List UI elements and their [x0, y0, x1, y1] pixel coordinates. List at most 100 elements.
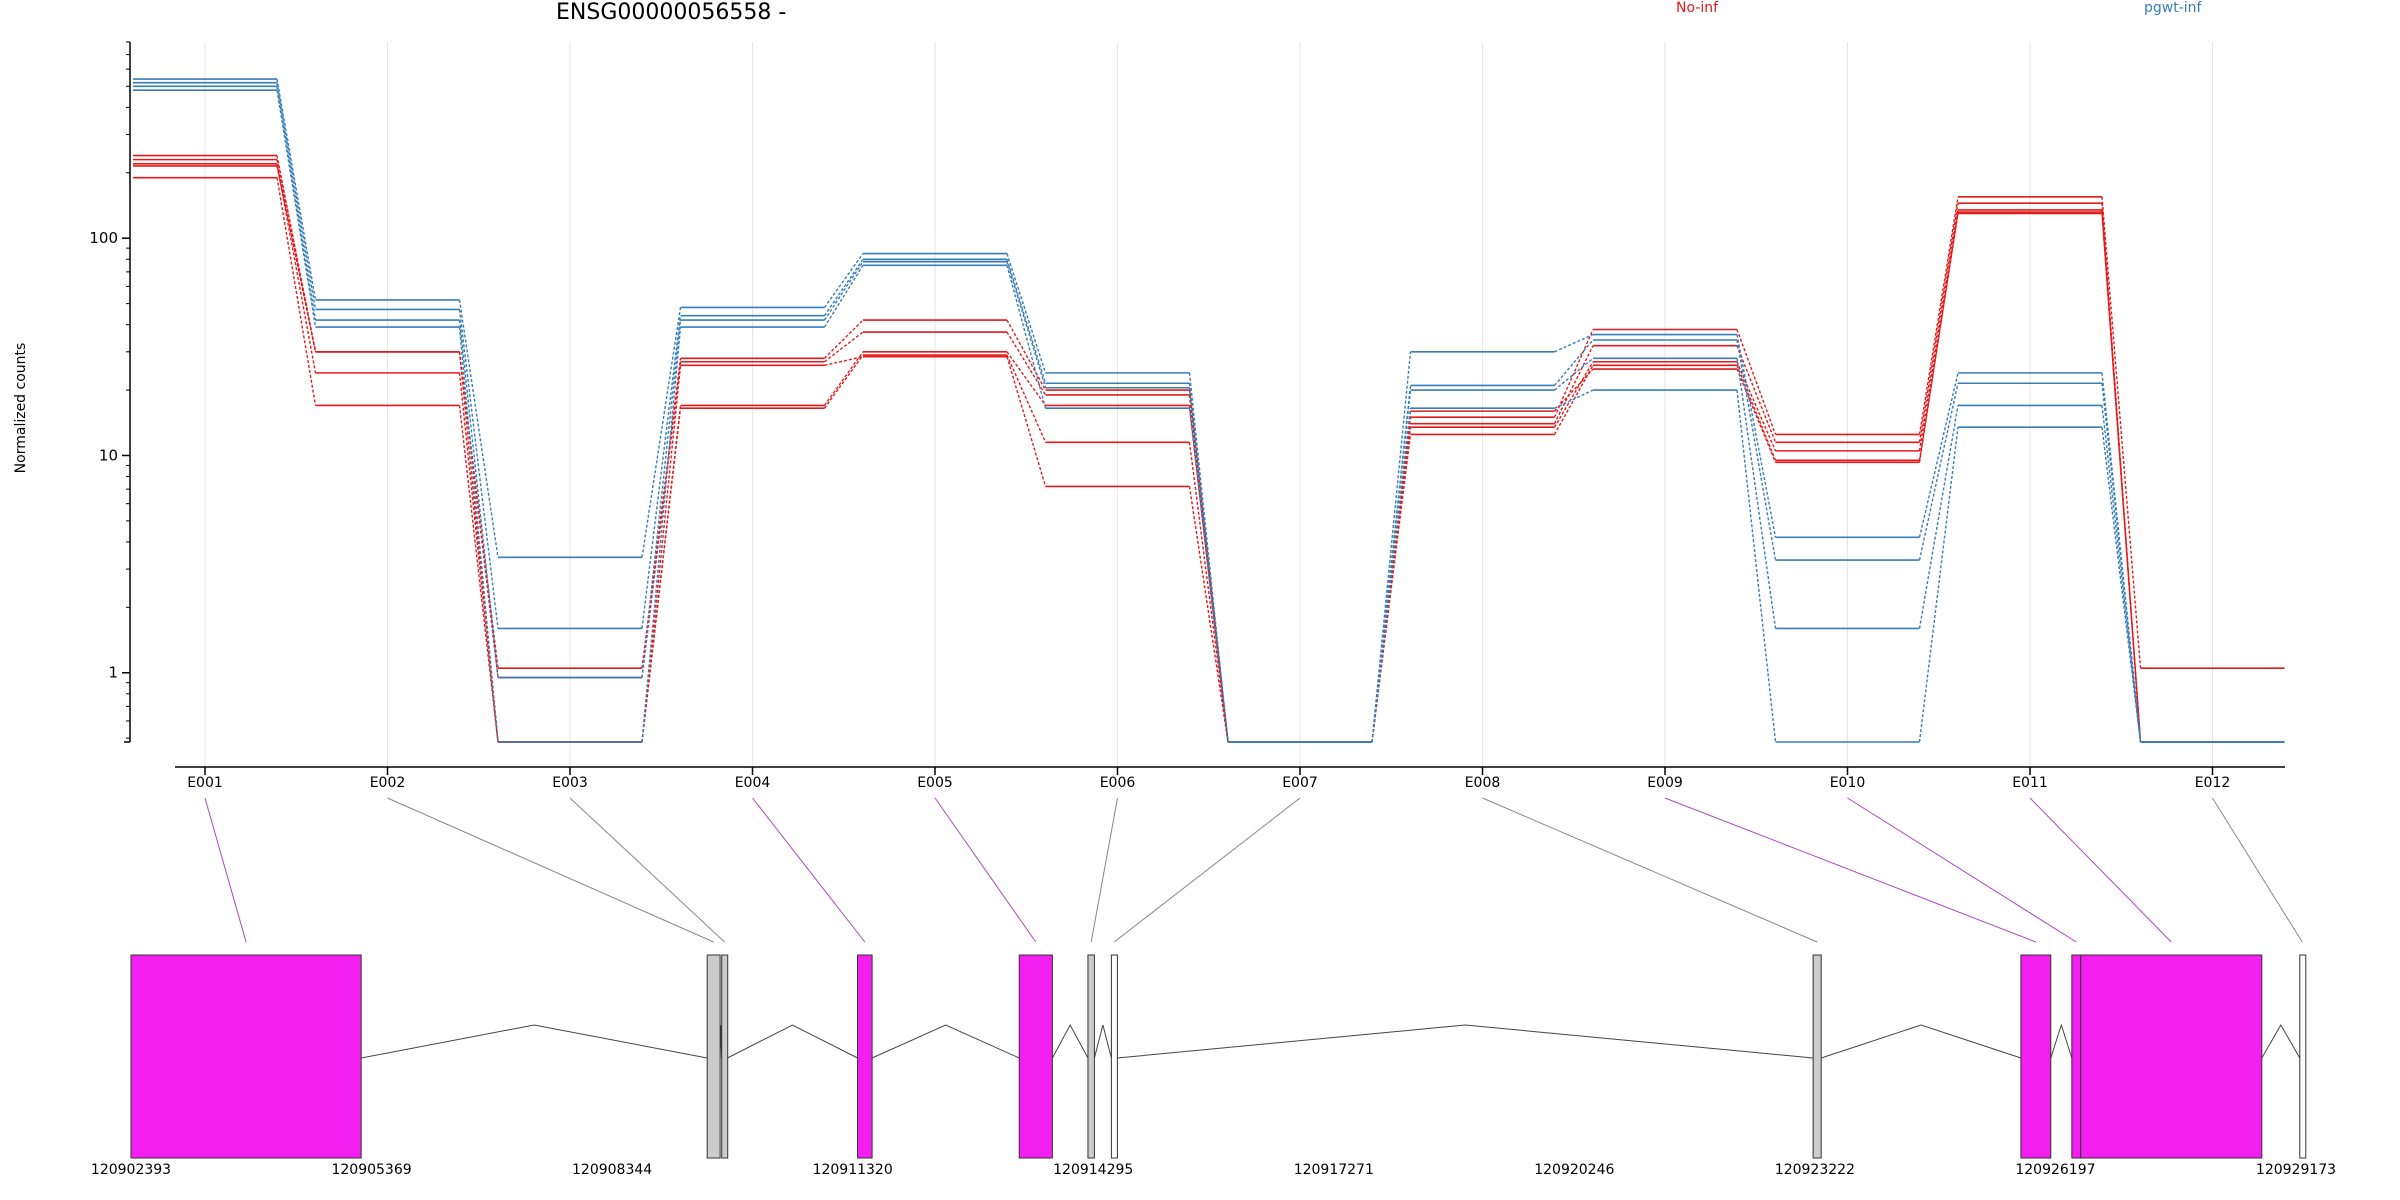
data-connector [823, 261, 864, 321]
x-tick-label: E002 [370, 775, 406, 791]
series-No-inf [133, 163, 2285, 743]
x-tick-label: E009 [1647, 775, 1683, 791]
data-connector [1736, 365, 1777, 461]
data-connector [1918, 203, 1959, 443]
axes: 1 10 100 E001 E002 E003 E004 E005 E006 E007 E008 E0… [89, 41, 2285, 791]
data-connector [1918, 405, 1959, 629]
data-connector [1006, 331, 1047, 396]
connector-E004 [752, 797, 866, 943]
exon-E002 [706, 954, 721, 1159]
data-connector [824, 319, 864, 359]
data-connector [276, 82, 317, 310]
connector-E010 [1847, 797, 2077, 943]
data-connector [1554, 357, 1594, 391]
series-pgwt-inf [133, 85, 2285, 743]
data-connector [641, 315, 682, 629]
data-connector [641, 408, 682, 743]
data-connector [1736, 345, 1777, 443]
x-tick-label: E007 [1282, 775, 1318, 791]
data-connector [641, 307, 682, 558]
exon-E005 [1018, 954, 1053, 1159]
exon-E008 [1812, 954, 1822, 1159]
exon-E006 [1087, 954, 1095, 1159]
data-connector [458, 309, 499, 629]
data-connector [641, 361, 682, 678]
data-connector [2101, 211, 2142, 743]
data-connector [1006, 354, 1047, 443]
series-layer [133, 78, 2285, 743]
data-connector [458, 299, 499, 558]
y-tick-label: 10 [99, 446, 118, 464]
data-connector [1918, 372, 1959, 538]
data-connector [1736, 334, 1777, 538]
intron-line [1117, 1024, 1814, 1059]
connector-E005 [934, 797, 1037, 943]
data-connector [1918, 213, 1959, 461]
data-connector [276, 86, 317, 321]
data-connector [823, 351, 864, 406]
data-connector [1553, 361, 1594, 428]
data-connector [823, 264, 864, 328]
data-connector [276, 165, 317, 352]
data-connector [1006, 319, 1047, 391]
data-connector [823, 258, 864, 317]
intron-line [2261, 1023, 2301, 1059]
data-connector [2101, 427, 2142, 743]
y-axis-label: Normalized counts [13, 342, 29, 474]
exon-E001 [130, 954, 362, 1159]
data-connector [1736, 358, 1777, 629]
data-connector [1006, 261, 1047, 388]
x-tick-label: E012 [2195, 775, 2231, 791]
data-connector [2101, 196, 2142, 669]
chart-title: ENSG00000056558 - [556, 0, 787, 25]
data-connector [1188, 486, 1229, 743]
connector-E003 [569, 797, 725, 943]
data-connector [824, 355, 864, 367]
exon-E010 [2071, 954, 2082, 1159]
exon-E004 [857, 954, 873, 1159]
data-connector [2101, 209, 2142, 743]
data-connector [1736, 329, 1777, 435]
connector-E002 [387, 797, 714, 943]
data-connector [1918, 209, 1959, 451]
gene-model: 120902393 120905369 120908344 120911320 1209… [91, 954, 2336, 1178]
data-connector [1188, 408, 1229, 743]
genomic-position-label: 120905369 [331, 1162, 411, 1178]
intron-line [2050, 1023, 2073, 1059]
data-connector [276, 78, 317, 301]
series-No-inf [133, 154, 2285, 743]
y-tick-label: 100 [89, 229, 118, 247]
connector-E009 [1664, 797, 2037, 943]
data-connector [1736, 368, 1777, 463]
grid-lines [204, 42, 2213, 767]
data-connector [1918, 211, 1959, 463]
legend-pgwt-inf: pgwt-inf [2144, 0, 2202, 16]
data-connector [1006, 356, 1047, 487]
data-connector [823, 253, 864, 308]
connector-E001 [204, 797, 247, 943]
data-connector [641, 365, 682, 743]
data-connector [1188, 405, 1229, 743]
genomic-position-label: 120920246 [1534, 1162, 1614, 1178]
exon-E007 [1110, 954, 1118, 1159]
x-tick-label: E004 [735, 775, 771, 791]
data-connector [823, 354, 864, 409]
exon-E003 [721, 954, 729, 1159]
data-connector [276, 177, 317, 406]
series-No-inf [133, 158, 2285, 743]
data-connector [1371, 408, 1412, 743]
intron-line [1051, 1023, 1089, 1059]
data-connector [1371, 385, 1412, 743]
data-connector [641, 319, 682, 678]
genomic-position-label: 120929173 [2256, 1162, 2336, 1178]
genomic-position-label: 120917271 [1294, 1162, 1374, 1178]
legend-no-inf: No-inf [1676, 0, 1719, 16]
exon-E012 [2299, 954, 2307, 1159]
data-connector [824, 331, 864, 363]
data-connector [1553, 345, 1594, 425]
intron-line [871, 1024, 1020, 1059]
series-No-inf [133, 176, 2285, 743]
bin-connectors [204, 797, 2303, 943]
data-connector [1006, 253, 1047, 374]
